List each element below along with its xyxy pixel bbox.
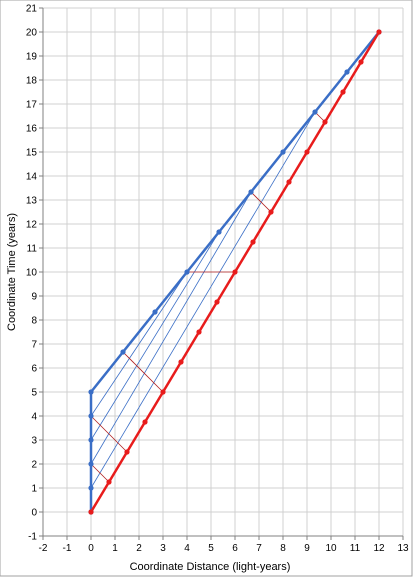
y-tick-label: 15 xyxy=(26,148,38,159)
blue-connector-line xyxy=(90,271,188,417)
y-tick-label: 2 xyxy=(31,460,37,471)
x-tick-label: 6 xyxy=(232,543,238,554)
red-series-point xyxy=(304,149,310,155)
y-tick-label: 8 xyxy=(31,316,37,327)
blue-series-point xyxy=(312,109,318,115)
red-connector-line xyxy=(90,463,110,483)
red-connector-line xyxy=(90,415,128,453)
blue-connector-line xyxy=(90,111,316,489)
blue-series-point xyxy=(280,149,286,155)
red-series-point xyxy=(196,329,202,335)
x-tick-label: 5 xyxy=(208,543,214,554)
blue-series-point xyxy=(120,349,126,355)
x-tick-label: 2 xyxy=(136,543,142,554)
x-tick-label: 11 xyxy=(350,543,361,554)
red-series-point xyxy=(250,239,256,245)
red-series-point xyxy=(106,479,112,485)
y-tick-label: 3 xyxy=(31,436,37,447)
red-series-point xyxy=(214,299,220,305)
y-tick-label: 21 xyxy=(26,4,38,15)
red-series-point xyxy=(268,209,274,215)
y-tick-label: 9 xyxy=(31,292,37,303)
blue-series-point xyxy=(88,389,94,395)
y-tick-label: 10 xyxy=(26,268,38,279)
y-tick-label: 7 xyxy=(31,340,37,351)
blue-connector-line xyxy=(90,231,220,441)
y-tick-label: 0 xyxy=(31,508,37,519)
x-tick-label: 1 xyxy=(112,543,118,554)
y-tick-label: 4 xyxy=(31,412,37,423)
blue-series-point xyxy=(88,437,94,443)
y-tick-label: 19 xyxy=(26,52,38,63)
x-axis-label: Coordinate Distance (light-years) xyxy=(130,561,291,573)
y-tick-label: 11 xyxy=(27,244,38,255)
blue-series-point xyxy=(344,69,350,75)
y-tick-label: 13 xyxy=(26,196,38,207)
x-tick-label: -1 xyxy=(63,543,72,554)
red-series-point xyxy=(286,179,292,185)
x-tick-label: -2 xyxy=(39,543,48,554)
y-tick-label: 17 xyxy=(26,100,38,111)
red-series-point xyxy=(232,269,238,275)
blue-series-point xyxy=(88,461,94,467)
y-tick-label: -1 xyxy=(28,532,37,543)
red-series-point xyxy=(322,119,328,125)
x-tick-label: 3 xyxy=(160,543,166,554)
red-series-point xyxy=(376,29,382,35)
red-connector-line xyxy=(122,351,164,393)
blue-series-point xyxy=(152,309,158,315)
axes: -2 -1 0 1 2 3 4 5 6 7 8 9 10 11 12 13-10123456789101112… xyxy=(26,4,409,555)
y-tick-label: 20 xyxy=(26,28,38,39)
red-series-point xyxy=(124,449,130,455)
y-tick-label: 1 xyxy=(31,484,37,495)
x-tick-label: 7 xyxy=(256,543,262,554)
y-tick-label: 16 xyxy=(26,124,38,135)
blue-series-point xyxy=(88,413,94,419)
x-tick-label: 12 xyxy=(373,543,385,554)
series-layer xyxy=(88,29,382,515)
blue-series-point xyxy=(88,485,94,491)
red-series-point xyxy=(88,509,94,515)
red-series-point xyxy=(142,419,148,425)
red-series-point xyxy=(160,389,166,395)
y-tick-label: 12 xyxy=(26,220,38,231)
blue-series-point xyxy=(184,269,190,275)
x-tick-label: 8 xyxy=(280,543,286,554)
x-tick-label: 10 xyxy=(325,543,337,554)
y-tick-label: 5 xyxy=(31,388,37,399)
y-axis-label: Coordinate Time (years) xyxy=(6,213,18,331)
y-tick-label: 18 xyxy=(26,76,38,87)
x-tick-label: 4 xyxy=(184,543,190,554)
x-tick-label: 0 xyxy=(88,543,94,554)
red-series-point xyxy=(358,59,364,65)
blue-series-point xyxy=(216,229,222,235)
y-tick-label: 6 xyxy=(31,364,37,375)
y-tick-label: 14 xyxy=(26,172,38,183)
red-series-point xyxy=(178,359,184,365)
blue-connector-line xyxy=(90,191,252,465)
blue-series-point xyxy=(248,189,254,195)
grid xyxy=(42,7,404,537)
red-series-point xyxy=(340,89,346,95)
red-connector-line xyxy=(250,191,272,213)
x-tick-label: 13 xyxy=(397,543,409,554)
x-tick-label: 9 xyxy=(304,543,310,554)
